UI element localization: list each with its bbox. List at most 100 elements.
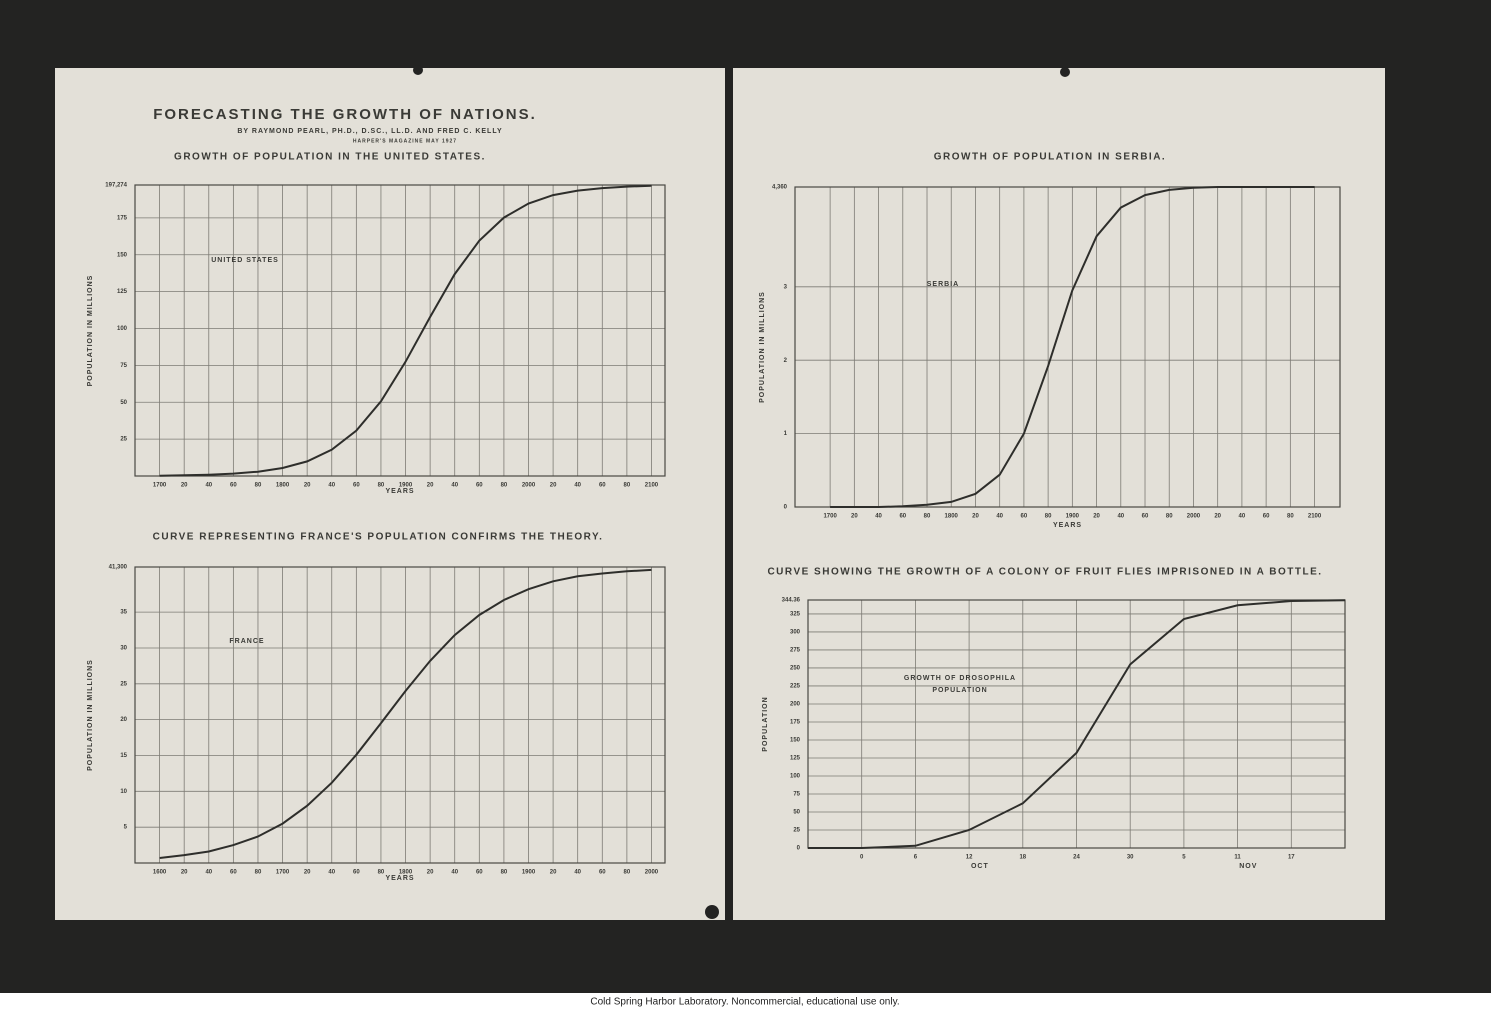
y-tick-label: 125 [117,289,128,295]
x-tick-label: 1900 [522,870,536,876]
x-tick-label: 80 [1166,514,1173,520]
x-tick-label: 20 [427,870,434,876]
x-tick-label: 5 [1182,855,1186,861]
y-tick-label: 50 [120,400,127,406]
x-tick-label: 1900 [399,483,413,489]
y-tick-label: 150 [117,252,128,258]
x-axis-label: YEARS [385,488,414,495]
y-tick-label: 200 [790,702,801,708]
x-tick-label: 80 [924,514,931,520]
x-tick-label: 12 [966,855,973,861]
x-group-label: OCT [971,863,989,870]
y-tick-label: 325 [790,612,801,618]
x-tick-label: 2000 [1187,514,1201,520]
y-tick-label: 150 [790,738,801,744]
source: HARPER'S MAGAZINE MAY 1927 [353,138,457,144]
y-tick-label: 300 [790,630,801,636]
footer-credit: Cold Spring Harbor Laboratory. Noncommer… [590,997,899,1008]
x-tick-label: 20 [181,483,188,489]
x-tick-label: 60 [230,870,237,876]
x-tick-label: 18 [1019,855,1026,861]
x-tick-label: 17 [1288,855,1295,861]
annotation: SERBIA [927,281,959,288]
chart-title: CURVE SHOWING THE GROWTH OF A COLONY OF … [767,567,1322,578]
y-tick-label: 35 [120,610,127,616]
x-tick-label: 40 [574,483,581,489]
y-tick-label: 175 [117,215,128,221]
x-tick-label: 2100 [645,483,659,489]
y-tick-label: 275 [790,648,801,654]
y-tick-label: 3 [784,284,788,290]
y-tick-label: 10 [120,789,127,795]
curve [830,186,1315,508]
page-title: FORECASTING THE GROWTH OF NATIONS. [153,106,537,123]
x-tick-label: 1700 [823,514,837,520]
x-tick-label: 6 [914,855,918,861]
y-tick-label: 1 [784,431,788,437]
x-tick-label: 40 [574,870,581,876]
x-tick-label: 2000 [522,483,536,489]
plot-frame [807,599,1346,849]
x-tick-label: 1700 [276,870,290,876]
x-axis-label: YEARS [385,875,414,882]
pin [1060,67,1070,77]
x-tick-label: 60 [899,514,906,520]
annotation: UNITED STATES [211,257,279,264]
y-tick-label: 5 [124,825,128,831]
x-tick-label: 20 [304,870,311,876]
y-tick-label: 225 [790,684,801,690]
x-tick-label: 60 [1263,514,1270,520]
x-tick-label: 60 [353,870,360,876]
y-tick-label: 20 [120,717,127,723]
annotation: GROWTH OF DROSOPHILA [904,675,1016,682]
x-tick-label: 24 [1073,855,1080,861]
x-tick-label: 80 [501,483,508,489]
x-tick-label: 40 [1117,514,1124,520]
pin [705,905,719,919]
y-tick-label: 0 [797,846,801,852]
x-tick-label: 20 [550,483,557,489]
x-tick-label: 80 [1045,514,1052,520]
x-tick-label: 40 [205,870,212,876]
y-axis-label: POPULATION IN MILLIONS [759,291,766,403]
x-group-label: NOV [1239,863,1257,870]
y-tick-label: 30 [120,646,127,652]
y-tick-label: 2 [784,358,788,364]
y-tick-label: 0 [784,505,788,511]
x-tick-label: 80 [624,870,631,876]
x-tick-label: 80 [255,483,262,489]
chart-title: GROWTH OF POPULATION IN SERBIA. [934,152,1166,163]
x-tick-label: 20 [304,483,311,489]
y-tick-label: 4,360 [772,185,788,191]
y-tick-label: 197,274 [105,183,127,189]
plot-frame [794,186,1341,508]
x-tick-label: 40 [875,514,882,520]
chart-title: CURVE REPRESENTING FRANCE'S POPULATION C… [153,532,604,543]
right-sheet [733,68,1385,920]
x-tick-label: 0 [860,855,864,861]
y-axis-label: POPULATION IN MILLIONS [87,659,94,771]
x-tick-label: 40 [328,483,335,489]
x-tick-label: 80 [624,483,631,489]
x-tick-label: 20 [972,514,979,520]
y-tick-label: 50 [793,810,800,816]
left-sheet [55,68,725,920]
x-tick-label: 2000 [645,870,659,876]
x-tick-label: 60 [353,483,360,489]
x-tick-label: 40 [996,514,1003,520]
x-tick-label: 20 [1093,514,1100,520]
y-tick-label: 344.36 [782,598,801,604]
x-tick-label: 20 [1214,514,1221,520]
x-tick-label: 40 [451,870,458,876]
x-tick-label: 1600 [153,870,167,876]
plot-frame [134,184,666,477]
y-tick-label: 75 [793,792,800,798]
x-tick-label: 60 [599,870,606,876]
y-tick-label: 75 [120,363,127,369]
x-tick-label: 60 [230,483,237,489]
curve [808,599,1346,849]
x-tick-label: 2100 [1308,514,1322,520]
annotation: POPULATION [932,687,987,694]
x-tick-label: 60 [1142,514,1149,520]
